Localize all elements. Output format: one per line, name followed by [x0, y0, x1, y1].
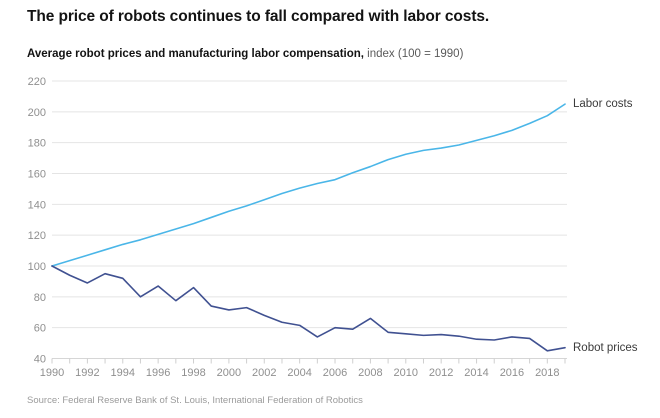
series-label-robot-prices: Robot prices [573, 341, 638, 354]
y-axis-label: 220 [28, 76, 46, 88]
x-axis-label: 2004 [287, 367, 311, 379]
x-axis-label: 2010 [394, 367, 418, 379]
x-axis-label: 2012 [429, 367, 453, 379]
x-axis-label: 2006 [323, 367, 347, 379]
y-axis-label: 140 [28, 199, 46, 211]
x-axis-label: 1990 [40, 367, 64, 379]
series-line-labor-costs [51, 103, 566, 267]
y-axis-label: 40 [34, 354, 46, 366]
x-axis-label: 2002 [252, 367, 276, 379]
x-axis-label: 2016 [500, 367, 524, 379]
y-axis-label: 200 [28, 107, 46, 119]
y-axis-label: 80 [34, 292, 46, 304]
series-label-labor-costs: Labor costs [573, 98, 633, 111]
chart-title: The price of robots continues to fall co… [27, 8, 490, 25]
y-axis-label: 120 [28, 230, 46, 242]
x-axis-label: 2018 [535, 367, 559, 379]
x-axis-label: 1992 [75, 367, 99, 379]
x-axis-label: 1998 [181, 367, 205, 379]
y-axis-label: 180 [28, 138, 46, 150]
x-axis-label: 1994 [111, 367, 135, 379]
x-axis-label: 2000 [217, 367, 241, 379]
chart-subtitle: Average robot prices and manufacturing l… [27, 48, 463, 60]
x-axis-label: 2008 [358, 367, 382, 379]
y-axis-label: 60 [34, 323, 46, 335]
source-note: Source: Federal Reserve Bank of St. Loui… [27, 395, 363, 406]
chart-subtitle-note: index (100 = 1990) [363, 48, 464, 60]
y-axis-label: 100 [28, 261, 46, 273]
y-axis-label: 160 [28, 169, 46, 181]
chart-subtitle-bold: Average robot prices and manufacturing l… [27, 48, 364, 60]
x-axis-label: 1996 [146, 367, 170, 379]
x-axis-label: 2014 [464, 367, 488, 379]
series-line-robot-prices [51, 265, 566, 352]
